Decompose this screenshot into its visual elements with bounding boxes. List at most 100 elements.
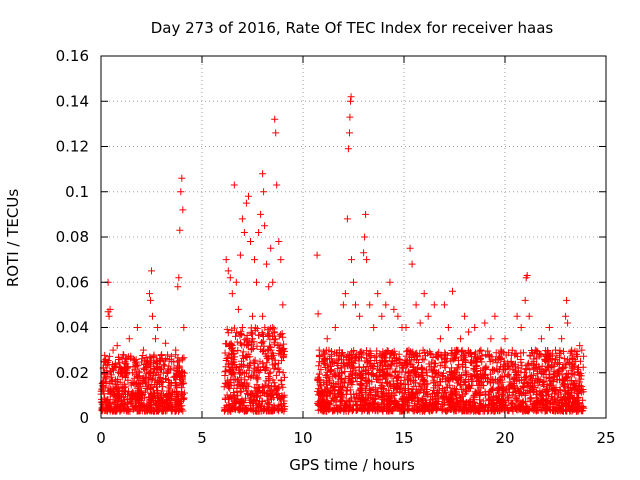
data-point — [129, 363, 137, 371]
data-point — [420, 356, 428, 364]
data-point — [517, 324, 525, 331]
data-point — [255, 407, 263, 415]
data-point — [356, 312, 364, 320]
data-point — [250, 358, 258, 366]
data-point — [124, 363, 132, 371]
data-point — [275, 368, 283, 376]
data-point — [352, 301, 359, 309]
data-point — [412, 301, 420, 309]
data-point — [161, 357, 169, 365]
data-point — [157, 356, 165, 364]
data-point — [236, 251, 244, 259]
data-point — [243, 387, 251, 395]
data-point — [158, 351, 166, 359]
data-point — [277, 376, 285, 384]
data-point — [225, 382, 233, 390]
data-point — [252, 366, 260, 374]
data-point — [378, 312, 386, 320]
data-point — [180, 324, 188, 331]
data-point — [248, 390, 256, 398]
data-point — [152, 335, 159, 343]
data-point — [138, 402, 146, 410]
data-point — [147, 385, 155, 393]
data-point — [149, 312, 156, 320]
data-point — [139, 391, 147, 398]
data-point — [261, 324, 269, 332]
data-point — [266, 342, 274, 350]
data-point — [521, 296, 529, 304]
data-point — [416, 319, 424, 327]
data-point — [279, 383, 287, 391]
data-point — [394, 312, 402, 320]
data-point — [513, 312, 521, 320]
data-point — [221, 368, 229, 376]
data-point — [268, 354, 276, 362]
data-point — [174, 400, 182, 407]
data-point — [153, 360, 161, 368]
data-point — [155, 398, 163, 406]
data-point — [256, 403, 264, 411]
data-point — [259, 330, 267, 338]
data-point — [323, 335, 331, 343]
data-point — [133, 384, 141, 392]
data-point — [228, 290, 236, 298]
y-tick-label: 0 — [79, 409, 89, 427]
data-point — [240, 399, 248, 407]
data-point — [267, 383, 275, 391]
data-point — [236, 332, 244, 340]
data-point — [132, 370, 140, 378]
data-point — [152, 397, 159, 404]
data-point — [362, 210, 370, 218]
data-points — [97, 93, 588, 415]
data-point — [127, 381, 135, 389]
x-tick-label: 20 — [495, 429, 514, 447]
data-point — [253, 393, 261, 401]
x-tick-label: 25 — [596, 429, 615, 447]
data-point — [568, 346, 576, 354]
data-point — [251, 326, 259, 334]
data-point — [265, 283, 273, 291]
data-point — [175, 364, 183, 372]
data-point — [122, 369, 130, 377]
data-point — [237, 339, 244, 347]
y-tick-label: 0.02 — [56, 364, 89, 382]
data-point — [466, 397, 474, 405]
data-point — [247, 346, 255, 354]
data-point — [236, 362, 244, 370]
data-point — [275, 393, 283, 401]
data-point — [230, 349, 238, 357]
data-point — [113, 404, 121, 412]
data-point — [174, 283, 182, 291]
data-point — [107, 403, 115, 411]
data-point — [162, 403, 170, 411]
data-point — [255, 229, 263, 236]
data-point — [316, 370, 323, 378]
data-point — [243, 332, 251, 339]
data-point — [222, 256, 230, 264]
data-point — [128, 399, 136, 407]
data-point — [160, 399, 168, 407]
data-point — [278, 330, 286, 338]
data-point — [331, 324, 339, 331]
data-point — [236, 388, 244, 396]
data-point — [179, 206, 187, 214]
data-point — [240, 340, 248, 348]
data-point — [242, 199, 250, 207]
data-point — [234, 406, 242, 413]
data-point — [440, 301, 448, 309]
data-point — [461, 312, 469, 320]
y-tick-label: 0.12 — [56, 138, 89, 156]
data-point — [259, 312, 267, 320]
data-point — [230, 381, 238, 389]
data-point — [457, 335, 465, 343]
data-point — [106, 368, 114, 376]
data-point — [526, 366, 534, 374]
data-point — [471, 324, 479, 331]
data-point — [244, 350, 252, 358]
y-tick-label: 0.06 — [56, 273, 89, 291]
data-point — [172, 346, 180, 354]
data-point — [245, 366, 253, 374]
data-point — [386, 278, 394, 286]
data-point — [233, 396, 241, 404]
data-point — [274, 342, 282, 350]
